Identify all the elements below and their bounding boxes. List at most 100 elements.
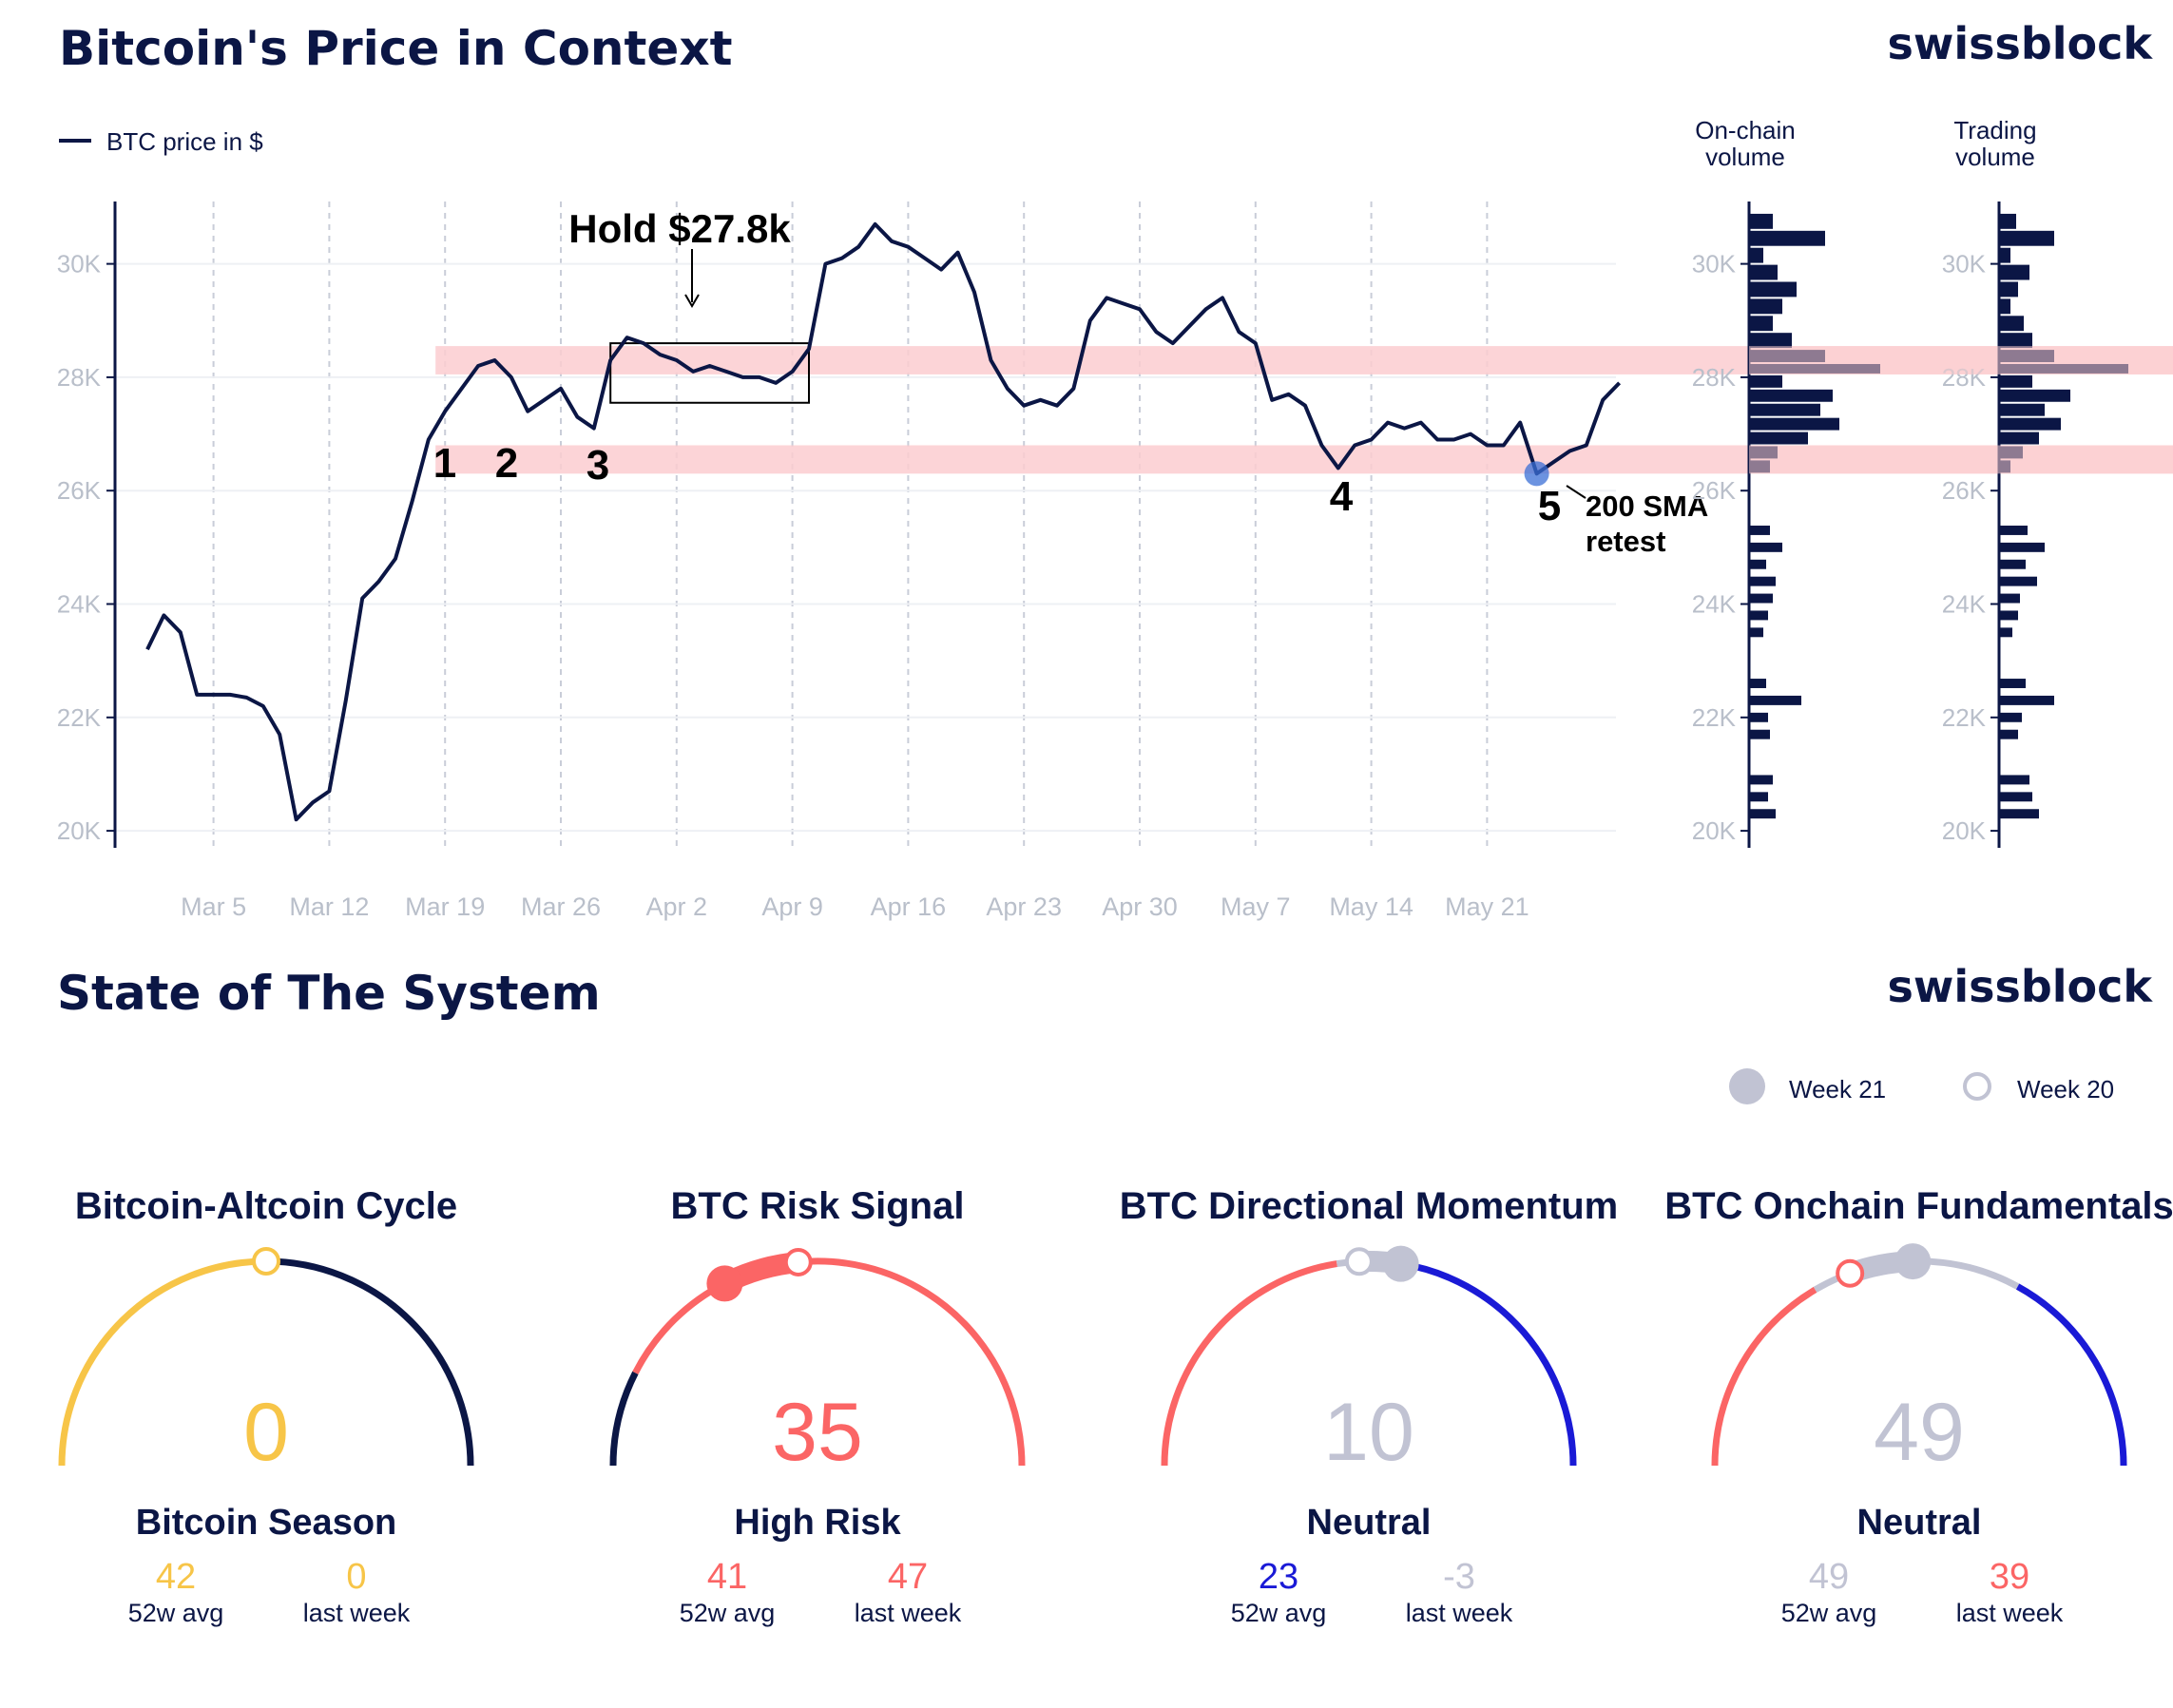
volume-bar [1999,809,2039,819]
gauge-last-week-value: 0 [346,1557,366,1597]
gauge-1: Bitcoin-Altcoin Cycle 0 Bitcoin Season 42 0 5… [58,1185,474,1627]
gauge-last-week-label: last week [303,1599,411,1627]
volume-bar [1999,775,2029,785]
marker-4: 4 [1330,473,1354,520]
volume-bar [1749,432,1808,445]
gauge-value: 10 [1323,1387,1414,1478]
y-tick-label: 26K [1942,476,1987,505]
gauge-52w-avg-value: 49 [1809,1557,1849,1597]
volume-bar [1749,247,1763,263]
volume-bar [1999,542,2045,552]
gauge-week21-marker [1894,1243,1932,1280]
volume-bar [1749,695,1801,705]
hold-arrow-head [684,294,700,308]
gauge-arc-segment [609,1371,639,1467]
volume-bar [1749,264,1778,280]
volume-bar [1749,593,1773,604]
gauge-52w-avg-label: 52w avg [1781,1599,1877,1627]
x-tick-label: Mar 12 [289,892,369,921]
gauge-title: Bitcoin-Altcoin Cycle [75,1185,457,1227]
gauge-52w-avg-label: 52w avg [1231,1599,1327,1627]
gauge-week20-marker [252,1247,280,1276]
volume-bar [1749,230,1825,246]
y-tick-label: 20K [57,816,102,845]
volume-bar [1749,679,1766,688]
y-tick-label: 24K [1942,590,1987,619]
volume-bar [1749,316,1773,332]
onchain-volume-panel: 20K 22K 24K 26K 28K 30K [1692,202,1880,848]
volume-bar [1749,374,1782,388]
volume-bar [1999,729,2018,739]
gauge-last-week-label: last week [1956,1599,2064,1627]
volume-bar [1749,729,1770,739]
volume-bar [1999,316,2024,332]
volume-bar [1999,417,2061,431]
gauge-last-week-value: -3 [1443,1557,1475,1597]
y-tick-label: 28K [1692,363,1737,392]
volume-bar [1749,389,1833,402]
volume-bar [1999,679,2026,688]
gauge-2: BTC Risk Signal 35 High Risk 41 47 52w avg las… [609,1185,1026,1627]
volume-bar [1999,374,2032,388]
gauge-last-week-label: last week [855,1599,962,1627]
volume-bar [1749,281,1797,297]
price-legend-label: BTC price in $ [106,127,263,156]
x-tick-label: May 7 [1221,892,1291,921]
gauge-arc-segment [1711,1286,1817,1467]
volume-bar [1749,559,1766,569]
price-chart-title: Bitcoin's Price in Context [59,21,733,76]
volume-bar [1999,792,2032,802]
gauge-status-label: High Risk [734,1503,901,1543]
gauge-week21-marker [1382,1245,1419,1282]
volume-bar [1749,403,1820,416]
y-tick-label: 30K [1942,250,1987,278]
hold-label: Hold $27.8k [568,206,791,251]
volume-bar [1999,213,2016,229]
volume-bar [1999,712,2022,722]
marker-2: 2 [495,440,518,487]
volume-bar [1999,576,2037,586]
gauge-last-week-label: last week [1406,1599,1513,1627]
y-tick-label: 30K [1692,250,1737,278]
volume-bar [1749,417,1839,431]
y-tick-label: 28K [57,363,102,392]
x-tick-label: Mar 5 [181,892,246,921]
volume-bar [1999,526,2028,535]
gauge-52w-avg-label: 52w avg [680,1599,776,1627]
y-tick-label: 26K [1692,476,1737,505]
trading-bars [1999,213,2128,819]
y-tick-label: 26K [57,476,102,505]
marker-1: 1 [433,440,456,487]
volume-bar [1999,333,2032,349]
y-tick-label: 30K [57,250,102,278]
volume-bar [1999,627,2012,638]
gauge-arc-segment [1161,1260,1337,1467]
side-support-band [1749,346,2173,374]
marker-3: 3 [587,442,609,489]
volume-bar [1749,526,1770,535]
marker-5: 5 [1538,483,1561,529]
volume-bar [1999,264,2029,280]
gauge-week20-marker [1344,1247,1374,1276]
volume-bar [1999,230,2054,246]
gauge-week20-marker [1836,1258,1865,1288]
gauge-title: BTC Directional Momentum [1120,1185,1618,1227]
gauge-arc-segment [58,1257,267,1467]
legend-week20-label: Week 20 [2017,1075,2114,1103]
side-support-band [1749,445,2173,474]
gauge-status-label: Neutral [1307,1503,1432,1543]
volume-bar [1749,712,1768,722]
gauge-52w-avg-value: 41 [707,1557,747,1597]
y-tick-label: 22K [1692,703,1737,732]
volume-bar [1999,559,2026,569]
legend-week20-icon [1963,1072,1991,1101]
legend-week21-label: Week 21 [1789,1075,1886,1103]
gauge-52w-avg-label: 52w avg [128,1599,224,1627]
gauge-week20-marker [783,1247,813,1276]
onchain-panel-title-1: On-chain [1695,116,1796,144]
volume-bar [1749,627,1763,638]
